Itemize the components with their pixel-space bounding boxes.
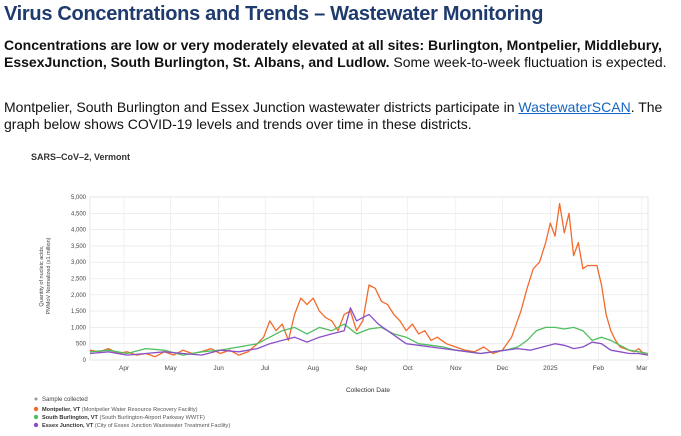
x-tick-label: May [164,365,177,372]
y-tick-label: 3,500 [71,244,87,250]
legend-entry-detail: (South Burlington-Airport Parkway WWTF) [98,415,205,421]
series-line-south-burlington-vt [89,323,649,356]
legend-entry: Essex Junction, VT (City of Essex Juncti… [42,423,230,429]
summary-bold-text: Concentrations are low or very moderatel… [4,37,662,70]
chart-series [89,202,649,358]
x-tick-label: Nov [450,365,462,372]
legend-entry-name: Essex Junction, VT [42,423,94,429]
y-axis-label-line1: Quantity of nucleic acids, [39,245,45,307]
participation-after-link: . The graph below shows COVID-19 levels … [4,99,663,132]
y-tick-label: 500 [76,342,87,348]
y-tick-label: 2,500 [71,277,87,283]
y-tick-label: 4,500 [71,211,87,217]
series-line-essex-junction-vt [89,307,649,356]
x-tick-label: Dec [497,365,509,372]
x-tick-label: Apr [119,365,130,372]
x-tick-label: Sep [355,365,367,372]
chart-legend: Sample collected Montpelier, VT (Montpel… [33,397,230,429]
x-axis-ticks: Apr May Jun Jul Aug Sep Oct Nov Dec 2025 Feb Mar [119,365,648,372]
y-tick-label: 0 [83,358,87,364]
wastewaterscan-link[interactable]: WastewaterSCAN [518,99,631,115]
legend-entry-detail: (City of Essex Junction Wastewater Treat… [93,423,230,429]
wastewater-chart: SARS–CoV–2, Vermont 0 500 1,000 1,500 2,000 2… [31,152,649,429]
participation-text: Montpelier, South Burlington and Essex J… [4,99,676,133]
x-tick-label: 2025 [543,365,558,372]
legend-entry-name: South Burlington, VT [42,415,99,421]
x-tick-label: Jun [213,365,224,372]
y-tick-label: 1,000 [71,325,87,331]
y-tick-label: 4,000 [71,228,87,234]
y-tick-label: 2,000 [71,293,87,299]
sample-dot-icon [34,397,38,401]
series-line-montpelier-vt [89,202,649,358]
concentration-summary: Concentrations are low or very moderatel… [4,37,676,71]
x-tick-label: Mar [636,365,648,372]
legend-entry-detail: (Montpelier Water Resource Recovery Faci… [80,407,197,413]
y-axis-label-line2: PMMoV Normalized (x1 million) [46,237,52,314]
chart-title: SARS–CoV–2, Vermont [31,152,130,162]
legend-marker-icon [33,422,39,428]
legend-entry-name: Montpelier, VT [42,407,81,413]
legend-entry: Montpelier, VT (Montpelier Water Resourc… [42,407,198,413]
participation-before-link: Montpelier, South Burlington and Essex J… [4,99,519,115]
y-tick-label: 5,000 [71,195,87,201]
y-tick-label: 3,000 [71,260,87,266]
y-tick-label: 1,500 [71,309,87,315]
sample-collected-label: Sample collected [42,397,88,403]
legend-marker-icon [33,406,39,412]
legend-entry: South Burlington, VT (South Burlington-A… [42,415,205,421]
x-tick-label: Feb [593,365,605,372]
summary-normal-text: Some week-to-week fluctuation is expecte… [389,54,667,70]
x-tick-label: Jul [261,365,270,372]
page-heading: Virus Concentrations and Trends – Wastew… [4,3,544,25]
x-tick-label: Oct [403,365,413,372]
chart-grid [89,196,649,361]
y-axis-ticks: 0 500 1,000 1,500 2,000 2,500 3,000 3,500 4,000 4… [71,195,87,364]
x-axis-label: Collection Date [346,387,390,394]
legend-marker-icon [33,414,39,420]
x-tick-label: Aug [307,365,319,372]
